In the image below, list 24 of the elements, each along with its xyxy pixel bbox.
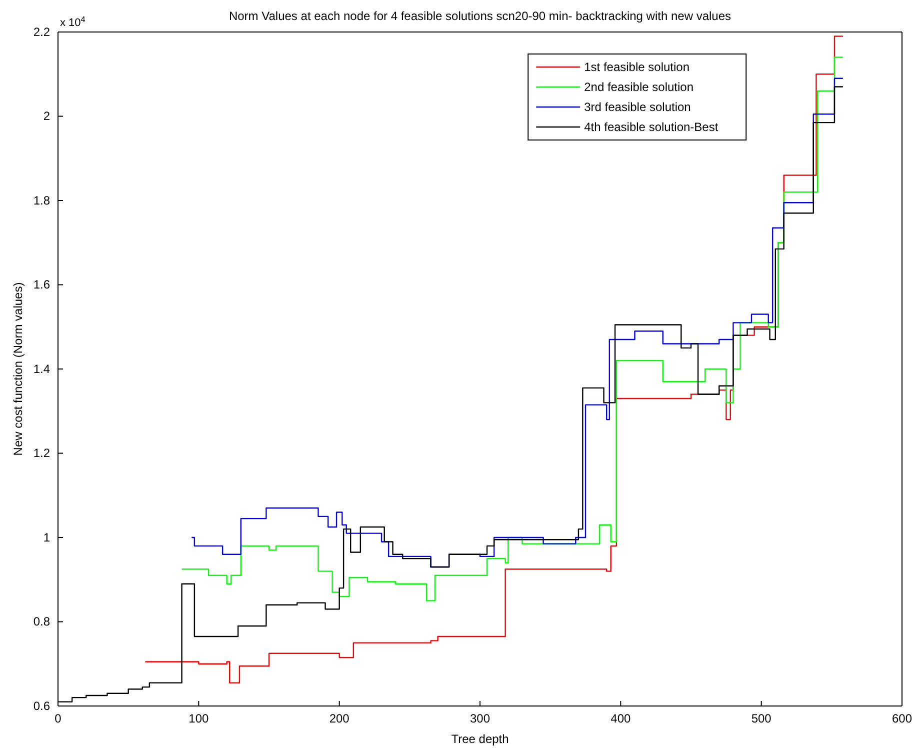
y-tick-label: 1.8 bbox=[33, 193, 50, 208]
y-axis-title: New cost function (Norm values) bbox=[11, 282, 25, 456]
y-tick-label: 1 bbox=[43, 530, 50, 544]
y-tick-label: 2.2 bbox=[33, 24, 50, 39]
x-tick-label: 0 bbox=[54, 712, 62, 726]
x-tick-label: 100 bbox=[188, 712, 209, 726]
legend-label: 4th feasible solution-Best bbox=[584, 120, 719, 134]
text: x 10$^{4}$ bbox=[60, 14, 86, 29]
y-tick-label: 1.4 bbox=[33, 362, 50, 376]
x-axis-title: Tree depth bbox=[451, 732, 509, 746]
x-tick-label: 500 bbox=[751, 712, 772, 726]
y-tick-label: 1.2 bbox=[33, 446, 50, 460]
chart-title: Norm Values at each node for 4 feasible solutions scn20-90 min- backtracking with new values bbox=[228, 9, 732, 23]
legend-label: 1st feasible solution bbox=[584, 60, 690, 74]
y-tick-label: 0.6 bbox=[33, 698, 50, 713]
x-tick-label: 300 bbox=[470, 712, 490, 726]
legend-label: 2nd feasible solution bbox=[584, 80, 694, 94]
y-tick-label: 1.6 bbox=[33, 278, 50, 292]
legend-label: 3rd feasible solution bbox=[584, 100, 691, 114]
x-tick-label: 600 bbox=[892, 712, 912, 726]
x-tick-label: 400 bbox=[610, 712, 631, 726]
y-tick-label: 0.8 bbox=[33, 614, 50, 629]
x-tick-label: 200 bbox=[329, 712, 350, 726]
y-tick-label: 2 bbox=[43, 109, 50, 124]
